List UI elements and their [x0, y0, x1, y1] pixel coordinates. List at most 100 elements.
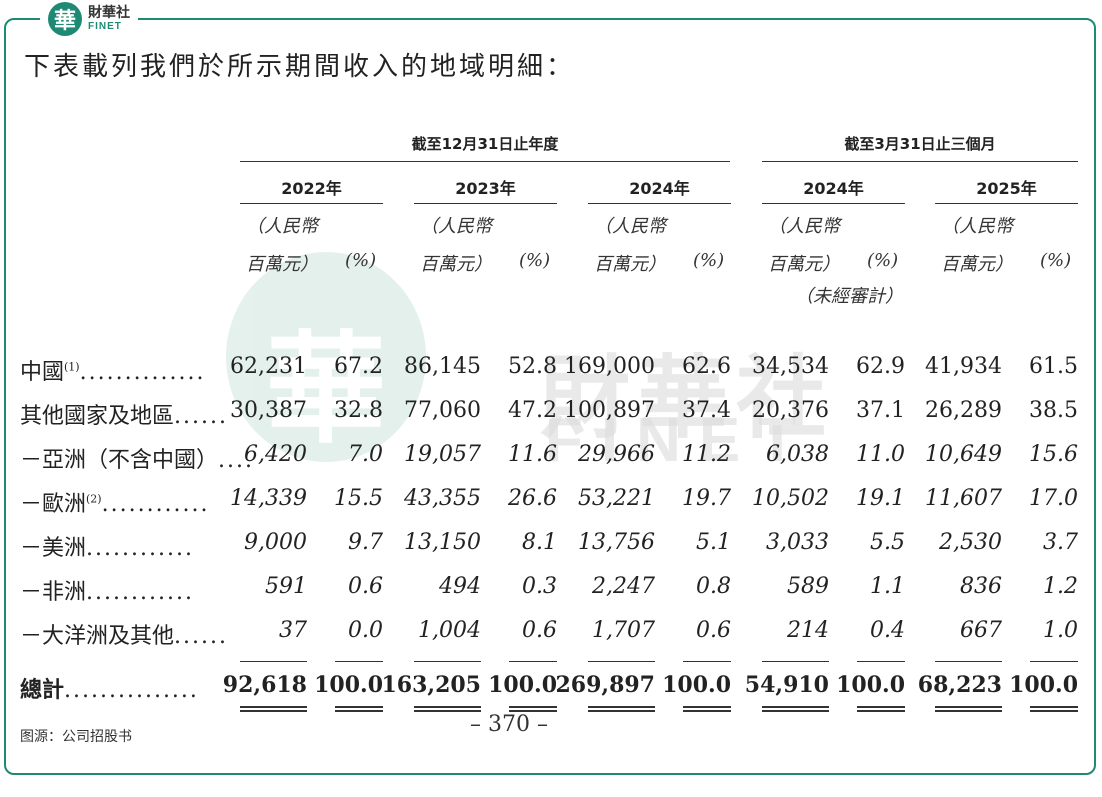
table-cell-percent: 62.6: [682, 354, 731, 379]
table-cell-amount: 53,221: [578, 486, 655, 511]
year-header: 2024年: [803, 179, 864, 198]
group-rule-quarter: [762, 161, 1078, 162]
percent-label: (%): [519, 250, 551, 271]
table-cell-percent: 37.4: [682, 398, 731, 423]
leader-dots: ............: [86, 536, 194, 561]
row-label: －非洲............: [20, 574, 194, 606]
leader-dots: ............: [101, 492, 210, 517]
leader-dots: ..............: [79, 360, 206, 385]
unit-line-1: （人民幣: [941, 216, 1013, 237]
table-cell-amount: 14,339: [230, 486, 307, 511]
percent-label: (%): [1040, 250, 1072, 271]
table-cell-percent: 100.0: [314, 672, 383, 698]
table-cell-amount: 100,897: [564, 398, 655, 423]
table-cell-amount: 269,897: [555, 672, 655, 698]
row-label-text: －大洋洲及其他: [20, 624, 175, 649]
page-number: – 370 –: [470, 712, 548, 737]
leader-dots: ......: [174, 624, 228, 649]
total-double-rule: [414, 706, 481, 712]
table-cell-percent: 0.4: [870, 618, 905, 643]
table-cell-percent: 9.7: [348, 530, 383, 555]
subtotal-rule: [414, 661, 481, 662]
table-cell-amount: 68,223: [917, 672, 1002, 698]
unit-line-2: 百萬元）: [246, 254, 318, 275]
table-cell-percent: 0.3: [522, 574, 557, 599]
row-label: －歐洲(2)............: [20, 486, 210, 518]
total-double-rule: [1030, 706, 1078, 712]
table-cell-amount: 37: [279, 618, 307, 643]
document-frame: [4, 18, 1096, 775]
unit-line-2: 百萬元）: [768, 254, 840, 275]
unit-label: （人民幣百萬元）: [246, 208, 318, 284]
page-heading: 下表載列我們於所示期間收入的地域明細：: [24, 52, 576, 82]
unit-line-1: （人民幣: [768, 216, 840, 237]
finet-logo-cn: 財華社: [88, 5, 130, 21]
unit-label: （人民幣 百萬元）: [594, 208, 666, 284]
table-cell-percent: 0.6: [522, 618, 557, 643]
row-label-text: －亞洲（不含中國）: [20, 448, 219, 473]
table-cell-amount: 34,534: [752, 354, 829, 379]
row-label: －美洲............: [20, 530, 194, 562]
table-cell-percent: 32.8: [334, 398, 383, 423]
table-cell-percent: 17.0: [1029, 486, 1078, 511]
unit-line-1: （人民幣: [246, 216, 318, 237]
total-double-rule: [240, 706, 307, 712]
total-double-rule: [509, 706, 557, 712]
subtotal-rule: [240, 661, 307, 662]
row-label: 總計...............: [20, 672, 199, 704]
year-rule: [240, 203, 383, 204]
table-cell-percent: 8.1: [522, 530, 557, 555]
finet-logo-mark: 華: [48, 2, 82, 36]
unit-line-2: 百萬元）: [420, 254, 492, 275]
table-cell-amount: 2,530: [939, 530, 1002, 555]
subtotal-rule: [683, 661, 731, 662]
table-cell-percent: 67.2: [334, 354, 383, 379]
subtotal-rule: [335, 661, 383, 662]
table-cell-percent: 37.1: [856, 398, 905, 423]
table-cell-percent: 100.0: [662, 672, 731, 698]
total-double-rule: [762, 706, 829, 712]
table-cell-amount: 43,355: [404, 486, 481, 511]
table-cell-percent: 62.9: [856, 354, 905, 379]
table-cell-amount: 589: [787, 574, 829, 599]
table-cell-amount: 26,289: [925, 398, 1002, 423]
table-cell-percent: 15.5: [334, 486, 383, 511]
table-cell-amount: 591: [265, 574, 307, 599]
group-header-quarter: 截至3月31日止三個月: [844, 135, 996, 153]
watermark-text-cn: 財華社: [540, 346, 834, 451]
table-cell-amount: 667: [960, 618, 1002, 643]
table-cell-percent: 0.8: [696, 574, 731, 599]
table-cell-percent: 1.1: [870, 574, 905, 599]
subtotal-rule: [1030, 661, 1078, 662]
year-header: 2023年: [455, 179, 516, 198]
table-cell-percent: 15.6: [1029, 442, 1078, 467]
table-cell-amount: 6,038: [766, 442, 829, 467]
table-cell-percent: 26.6: [508, 486, 557, 511]
table-cell-amount: 1,004: [418, 618, 481, 643]
unit-label: （人民幣 百萬元）: [420, 208, 492, 284]
leader-dots: ...............: [64, 678, 199, 703]
year-header: 2022年: [281, 179, 342, 198]
leader-dots: ....: [218, 448, 254, 473]
table-cell-amount: 30,387: [230, 398, 307, 423]
group-header-annual: 截至12月31日止年度: [411, 135, 559, 153]
total-double-rule: [935, 706, 1002, 712]
table-cell-amount: 494: [439, 574, 481, 599]
year-header: 2025年: [976, 179, 1037, 198]
row-label-text: 其他國家及地區: [20, 404, 175, 429]
row-label: －大洋洲及其他......: [20, 618, 228, 650]
table-cell-amount: 29,966: [578, 442, 655, 467]
watermark-text-en: FINET: [545, 406, 815, 475]
unit-label: （人民幣百萬元）: [768, 208, 840, 284]
row-label-text: －歐洲: [20, 492, 87, 517]
unit-line-2: 百萬元）: [594, 254, 666, 275]
unaudited-note: （未經審計）: [795, 286, 903, 307]
table-cell-percent: 19.7: [682, 486, 731, 511]
table-cell-amount: 836: [960, 574, 1002, 599]
table-cell-percent: 100.0: [488, 672, 557, 698]
row-label-text: －美洲: [20, 536, 87, 561]
year-rule: [935, 203, 1078, 204]
unit-label: （人民幣 百萬元）: [941, 208, 1013, 284]
year-rule: [588, 203, 731, 204]
row-label-text: 中國: [20, 360, 65, 385]
